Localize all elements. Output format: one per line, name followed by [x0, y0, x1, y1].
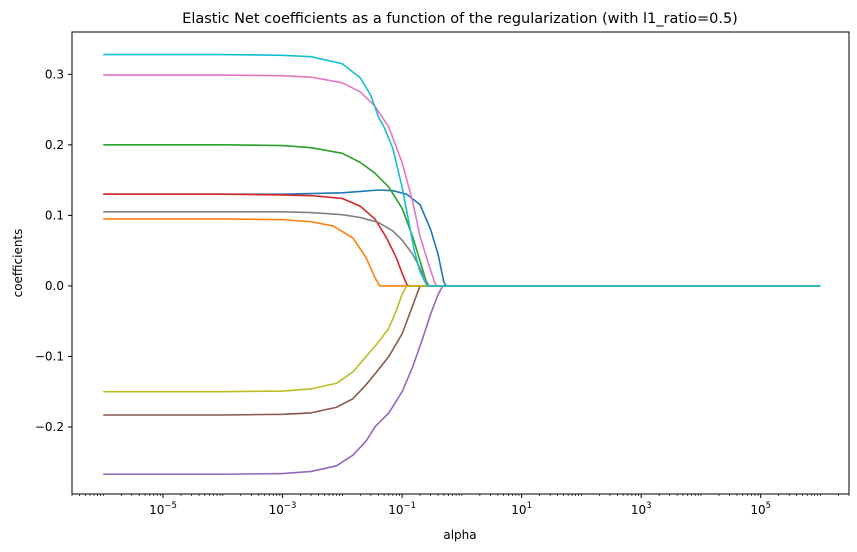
x-tick-label: 103: [631, 501, 652, 517]
y-tick-label: 0.3: [45, 67, 64, 81]
x-tick-label-base: 10: [511, 503, 526, 517]
axis-layer: 0.30.20.10.0−0.1−0.210−5 10−3 10−1 101 103 10…: [35, 67, 850, 517]
x-tick-label-exponent: −1: [403, 501, 416, 511]
x-tick-label-base: 10: [149, 503, 164, 517]
series-layer: [103, 53, 821, 476]
x-tick-label-exponent: 1: [527, 501, 532, 511]
x-tick-label-exponent: 5: [766, 501, 771, 511]
x-tick-label: 101: [511, 501, 532, 517]
series-line-6: [103, 285, 821, 416]
y-tick-label: 0.2: [45, 138, 64, 152]
series-line-3: [103, 144, 821, 287]
x-tick-label-exponent: 3: [646, 501, 651, 511]
x-tick-label-base: 10: [269, 503, 284, 517]
y-tick-label: −0.1: [35, 349, 64, 363]
x-tick-label: 10−1: [388, 501, 416, 517]
x-tick-label-exponent: −3: [284, 501, 297, 511]
y-tick-label: 0.0: [45, 279, 64, 293]
x-tick-label: 10−3: [269, 501, 297, 517]
series-line-5: [103, 285, 821, 476]
chart-title: Elastic Net coefficients as a function o…: [182, 11, 738, 27]
x-tick-label: 105: [750, 501, 771, 517]
y-axis-label: coefficients: [11, 229, 25, 298]
series-line-10: [103, 53, 821, 287]
y-tick-label: −0.2: [35, 420, 64, 434]
series-line-8: [103, 211, 821, 287]
x-tick-label-exponent: −5: [164, 501, 177, 511]
plot-frame: [71, 31, 850, 495]
series-line-7: [103, 74, 821, 287]
x-axis-label: alpha: [443, 528, 476, 542]
series-line-1: [103, 189, 821, 287]
series-line-2: [103, 218, 821, 287]
x-tick-label-base: 10: [388, 503, 403, 517]
x-tick-label: 10−5: [149, 501, 177, 517]
x-tick-label-base: 10: [750, 503, 765, 517]
x-tick-label-base: 10: [631, 503, 646, 517]
y-tick-label: 0.1: [45, 208, 64, 222]
series-line-4: [103, 193, 821, 287]
series-line-9: [103, 285, 821, 393]
